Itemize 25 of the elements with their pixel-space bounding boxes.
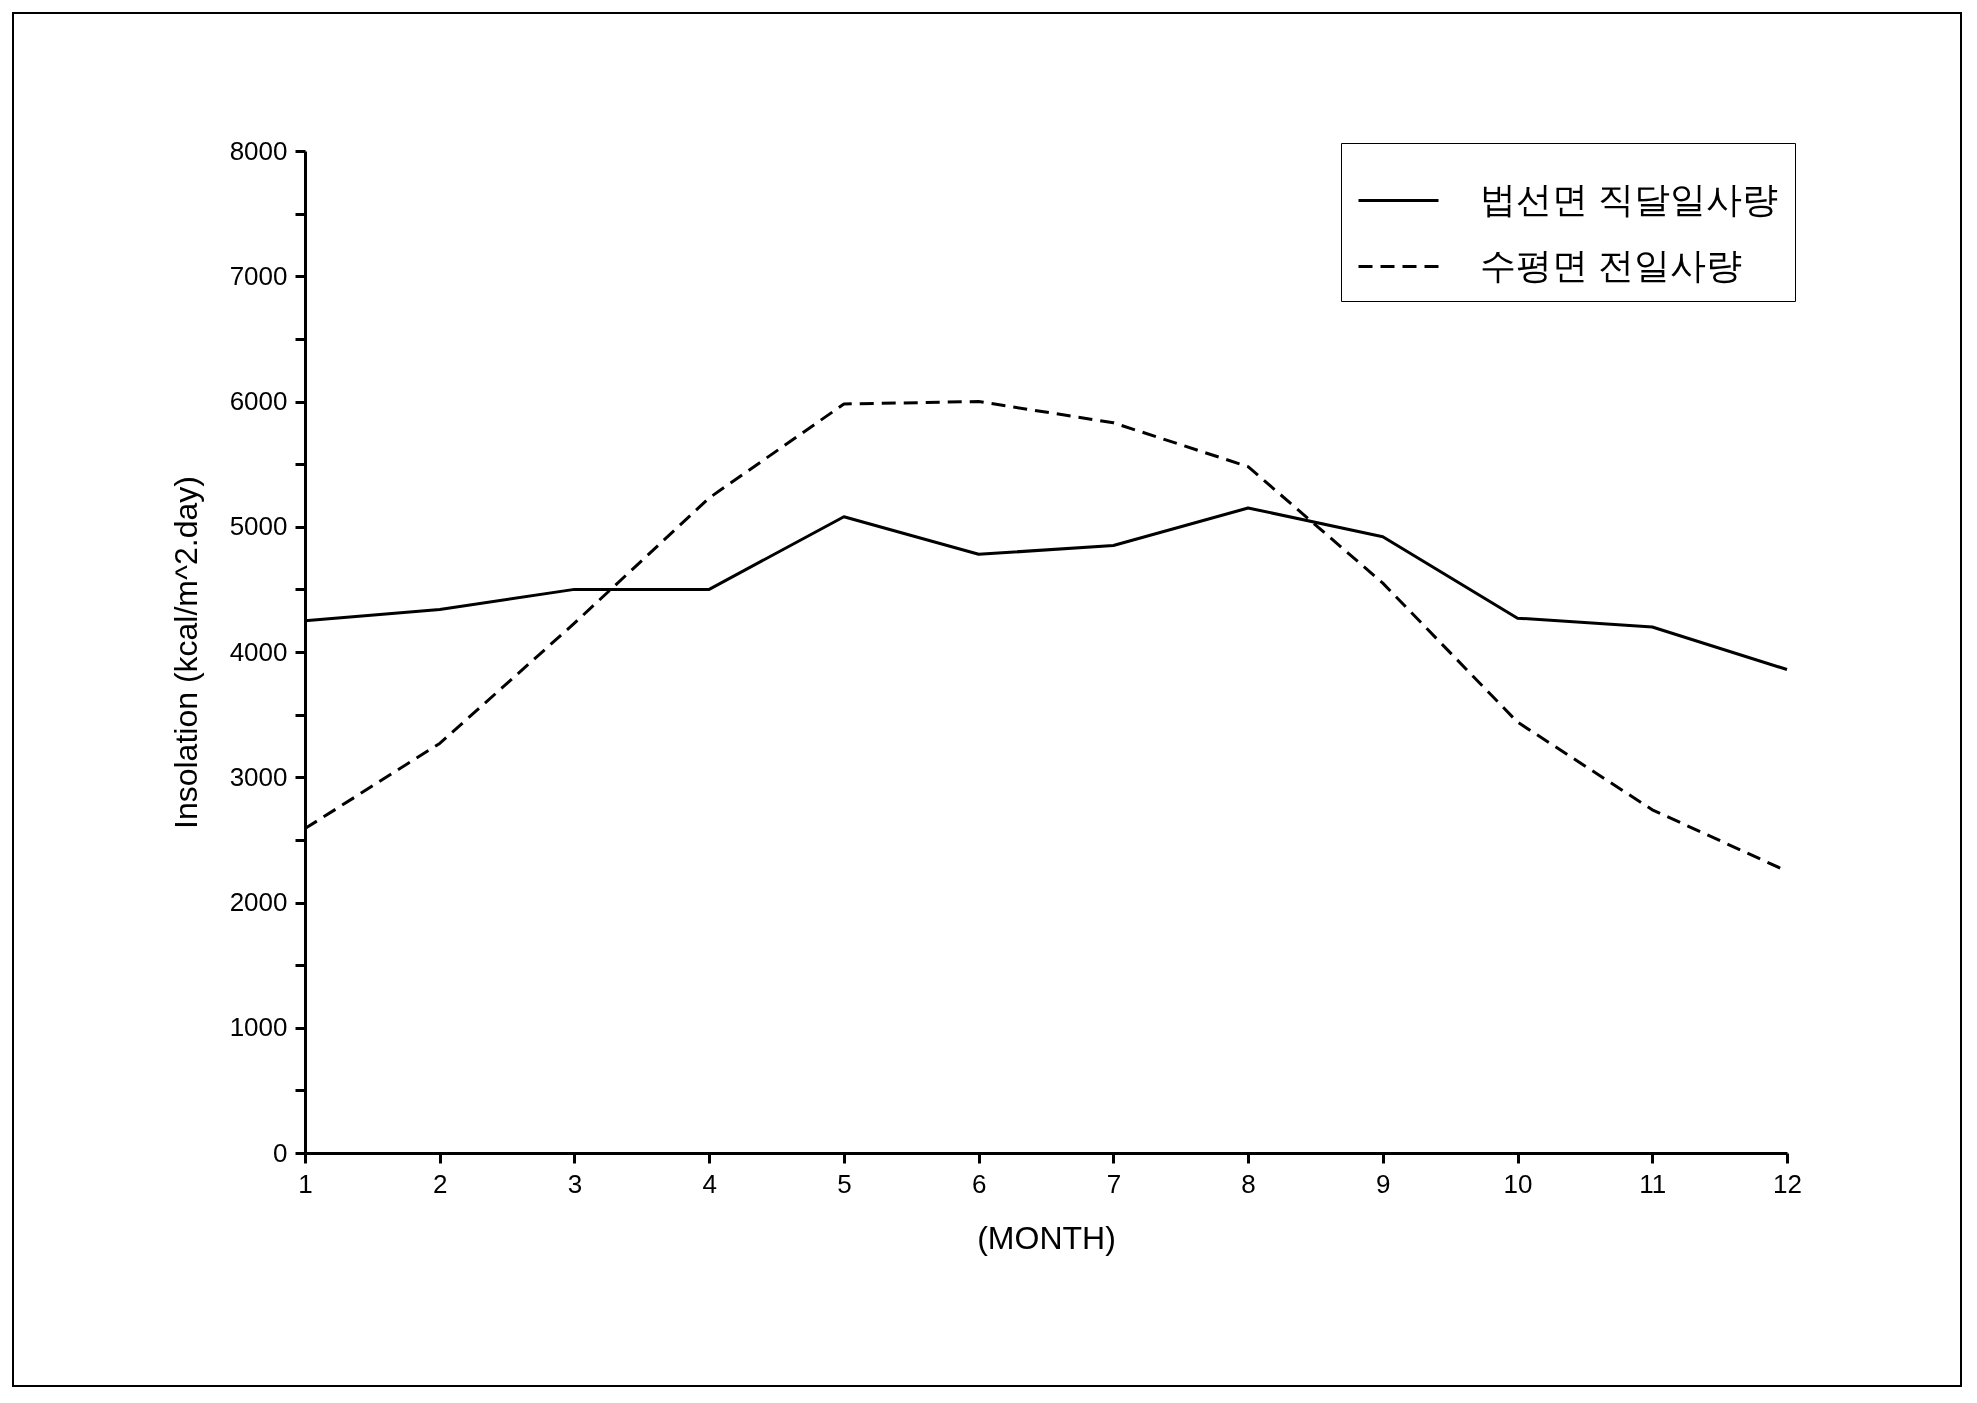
y-tick-label: 1000 bbox=[229, 1012, 288, 1043]
x-tick-label: 3 bbox=[567, 1168, 583, 1199]
x-tick-label: 4 bbox=[702, 1168, 717, 1199]
y-tick-label: 4000 bbox=[229, 636, 288, 667]
y-tick-label: 7000 bbox=[229, 260, 288, 291]
y-tick-label: 3000 bbox=[229, 761, 288, 792]
x-tick-label: 12 bbox=[1773, 1168, 1802, 1199]
y-tick-label: 6000 bbox=[229, 386, 288, 416]
y-tick-label: 2000 bbox=[229, 887, 288, 917]
x-tick-label: 8 bbox=[1241, 1168, 1256, 1199]
x-tick-label: 11 bbox=[1639, 1168, 1667, 1199]
x-tick-label: 7 bbox=[1106, 1168, 1122, 1199]
y-axis-title: Insolation (kcal/m^2.day) bbox=[167, 476, 204, 829]
legend-label: 수평면 전일사량 bbox=[1480, 244, 1743, 286]
x-tick-label: 1 bbox=[298, 1168, 313, 1199]
x-tick-label: 2 bbox=[432, 1168, 448, 1199]
x-tick-label: 5 bbox=[837, 1168, 852, 1199]
y-tick-label: 5000 bbox=[229, 511, 288, 542]
x-tick-label: 10 bbox=[1503, 1168, 1533, 1199]
y-tick-label: 8000 bbox=[229, 135, 288, 166]
y-tick-label: 0 bbox=[273, 1137, 288, 1168]
legend-label: 법선면 직달일사량 bbox=[1480, 178, 1779, 220]
x-tick-label: 9 bbox=[1376, 1168, 1391, 1199]
x-axis-title: (MONTH) bbox=[977, 1219, 1116, 1256]
x-tick-label: 6 bbox=[971, 1168, 987, 1199]
